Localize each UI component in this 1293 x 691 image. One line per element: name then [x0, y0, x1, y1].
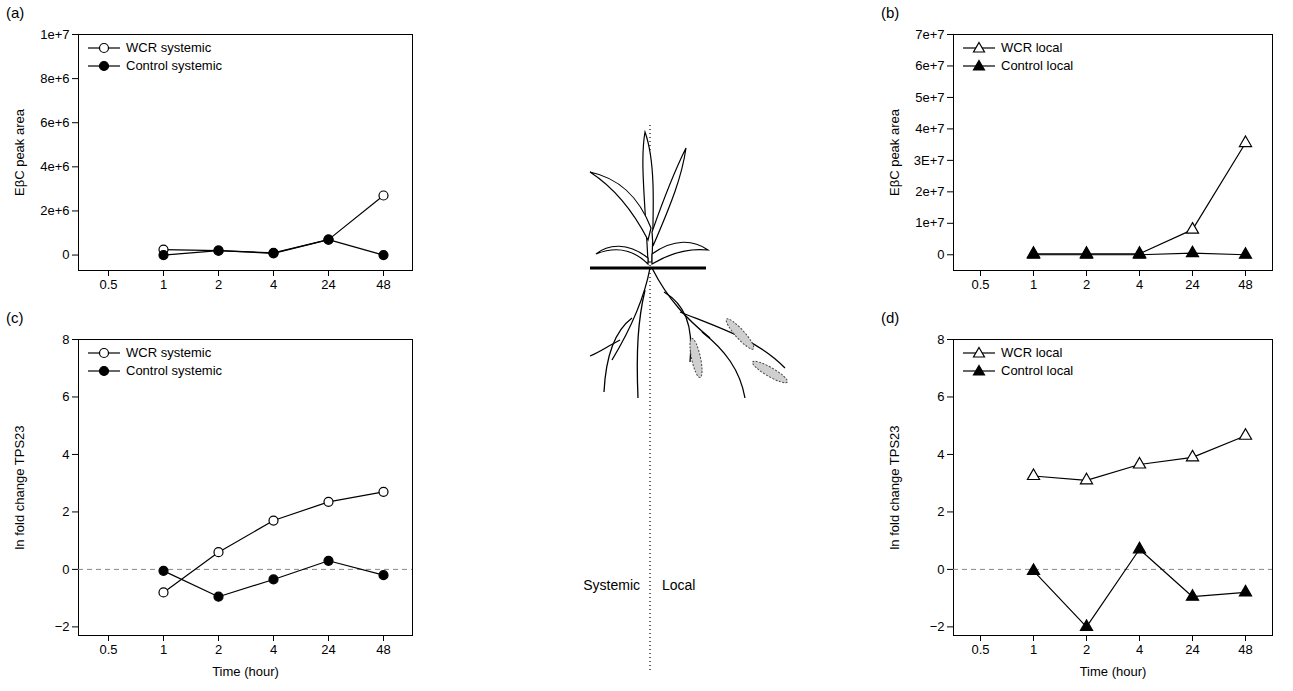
html-text:WCR local: WCR local — [1001, 40, 1063, 55]
svg-text:24: 24 — [321, 277, 335, 292]
html-text:Control local: Control local — [1001, 58, 1074, 73]
svg-text:Local: Local — [662, 577, 695, 593]
svg-text:4: 4 — [270, 277, 277, 292]
html-text:Control systemic: Control systemic — [126, 58, 223, 73]
svg-text:0.5: 0.5 — [99, 642, 117, 657]
svg-text:2: 2 — [937, 504, 944, 519]
svg-text:0.5: 0.5 — [99, 277, 117, 292]
svg-text:ln fold change TPS23: ln fold change TPS23 — [12, 425, 27, 549]
svg-text:1: 1 — [1030, 277, 1037, 292]
svg-text:2e+7: 2e+7 — [915, 184, 944, 199]
svg-text:6: 6 — [62, 389, 69, 404]
html-text:(d): (d) — [881, 309, 900, 326]
svg-text:0.5: 0.5 — [971, 277, 989, 292]
svg-text:4: 4 — [270, 642, 277, 657]
html-text:WCR local: WCR local — [1001, 345, 1063, 360]
svg-text:0.5: 0.5 — [971, 642, 989, 657]
svg-text:2: 2 — [1083, 642, 1090, 657]
svg-text:Systemic: Systemic — [583, 577, 640, 593]
svg-text:4e+6: 4e+6 — [40, 159, 69, 174]
svg-text:24: 24 — [1185, 642, 1199, 657]
svg-text:3E+7: 3E+7 — [914, 153, 945, 168]
svg-text:4: 4 — [1136, 642, 1143, 657]
svg-text:8e+6: 8e+6 — [40, 71, 69, 86]
svg-text:24: 24 — [321, 642, 335, 657]
svg-text:48: 48 — [376, 642, 390, 657]
svg-text:24: 24 — [1185, 277, 1199, 292]
svg-text:1: 1 — [160, 277, 167, 292]
html-text:WCR systemic: WCR systemic — [126, 345, 212, 360]
svg-text:ln fold change TPS23: ln fold change TPS23 — [887, 425, 902, 549]
svg-text:EβC peak area: EβC peak area — [887, 108, 902, 196]
svg-text:6e+7: 6e+7 — [915, 58, 944, 73]
svg-text:0: 0 — [62, 562, 69, 577]
svg-text:2: 2 — [1083, 277, 1090, 292]
svg-text:2e+6: 2e+6 — [40, 203, 69, 218]
svg-text:8: 8 — [62, 332, 69, 347]
svg-text:6e+6: 6e+6 — [40, 115, 69, 130]
svg-text:48: 48 — [1238, 642, 1252, 657]
svg-text:6: 6 — [937, 389, 944, 404]
svg-text:48: 48 — [376, 277, 390, 292]
svg-text:4: 4 — [1136, 277, 1143, 292]
svg-text:0: 0 — [937, 247, 944, 262]
svg-text:−2: −2 — [55, 619, 70, 634]
svg-text:2: 2 — [215, 277, 222, 292]
svg-text:8: 8 — [937, 332, 944, 347]
html-text:(c): (c) — [6, 309, 24, 326]
svg-text:1: 1 — [160, 642, 167, 657]
svg-text:1e+7: 1e+7 — [915, 215, 944, 230]
svg-text:2: 2 — [62, 504, 69, 519]
svg-text:4: 4 — [62, 447, 69, 462]
html-text:(b): (b) — [881, 4, 900, 21]
html-text:(a): (a) — [6, 4, 25, 21]
svg-text:2: 2 — [215, 642, 222, 657]
svg-text:48: 48 — [1238, 277, 1252, 292]
svg-text:Time (hour): Time (hour) — [212, 664, 279, 679]
svg-text:7e+7: 7e+7 — [915, 27, 944, 42]
html-text:Control systemic: Control systemic — [126, 363, 223, 378]
svg-text:EβC peak area: EβC peak area — [12, 108, 27, 196]
svg-text:4e+7: 4e+7 — [915, 121, 944, 136]
svg-text:0: 0 — [937, 562, 944, 577]
svg-text:−2: −2 — [930, 619, 945, 634]
svg-text:5e+7: 5e+7 — [915, 90, 944, 105]
html-text:Control local: Control local — [1001, 363, 1074, 378]
svg-text:1e+7: 1e+7 — [40, 27, 69, 42]
svg-text:0: 0 — [62, 247, 69, 262]
svg-text:1: 1 — [1030, 642, 1037, 657]
svg-text:Time (hour): Time (hour) — [1080, 664, 1147, 679]
html-text:WCR systemic: WCR systemic — [126, 40, 212, 55]
svg-text:4: 4 — [937, 447, 944, 462]
